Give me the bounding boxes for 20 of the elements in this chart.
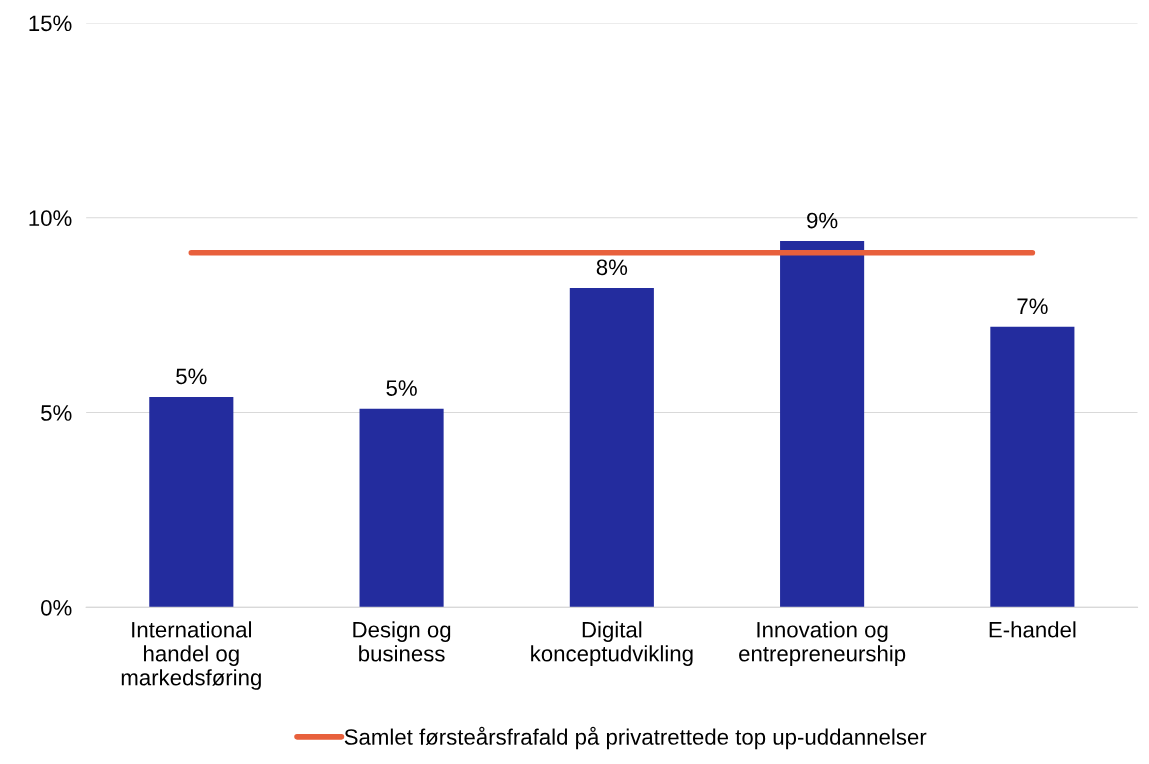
- x-tick-label: Innovation og entrepreneurship: [739, 621, 906, 666]
- data-label: 7%: [1017, 298, 1048, 315]
- bar: [569, 287, 654, 608]
- legend-label: Samlet førsteårsfrafald på privatrettede top up-uddannelser: [344, 726, 927, 750]
- x-tick-label: International handel og markedsføring: [121, 621, 261, 690]
- x-tick-label: Design og business: [353, 621, 451, 662]
- bar: [990, 326, 1075, 608]
- y-tick-label: 10%: [29, 210, 72, 227]
- data-label: 9%: [807, 212, 838, 229]
- x-tick-label: E-handel: [989, 621, 1076, 638]
- data-label: 5%: [386, 380, 417, 396]
- data-label: 8%: [596, 259, 628, 276]
- y-tick-label: 5%: [41, 405, 72, 421]
- y-tick-label: 15%: [29, 15, 72, 32]
- bar: [149, 396, 234, 608]
- x-tick-label: Digital konceptudvikling: [531, 621, 693, 666]
- y-tick-label: 0%: [41, 599, 72, 616]
- bar: [780, 241, 865, 608]
- bar: [359, 408, 444, 608]
- data-label: 5%: [176, 368, 207, 385]
